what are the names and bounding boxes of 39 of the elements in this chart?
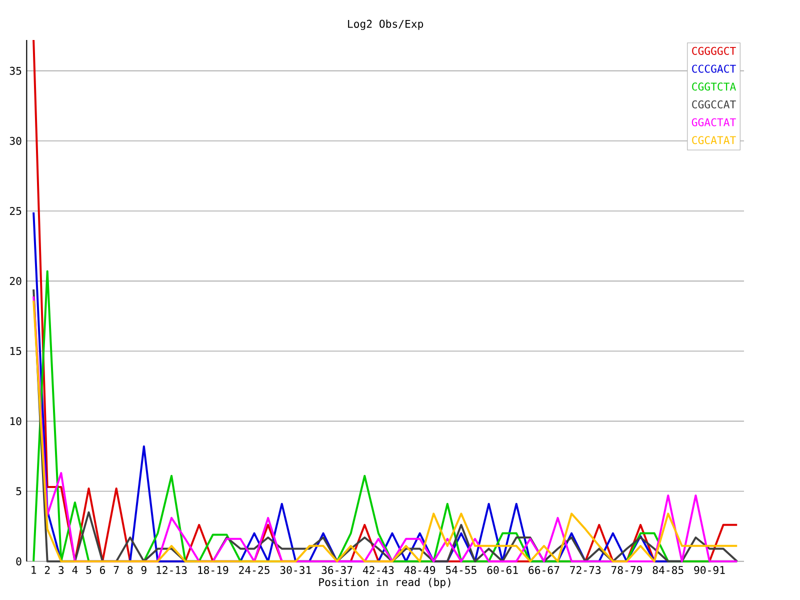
x-tick-label: 9 <box>141 566 146 574</box>
y-tick-label: 5 <box>16 487 22 496</box>
x-tick-label: 2 <box>44 566 50 574</box>
x-tick-label: 12-13 <box>156 566 187 574</box>
x-tick-label: 72-73 <box>570 566 601 574</box>
x-tick-label: 30-31 <box>280 566 311 574</box>
y-tick-label: 35 <box>10 66 22 75</box>
text: CGGTCTA <box>692 82 736 91</box>
x-tick-label: 42-43 <box>362 566 394 574</box>
x-tick-label: 24-25 <box>239 566 270 574</box>
y-tick-label: 20 <box>10 277 22 286</box>
chart-title: Log2 Obs/Exp <box>348 20 424 30</box>
x-tick-label: 48-49 <box>404 566 436 574</box>
text: CCCGACT <box>692 64 736 73</box>
text: CGGGGCT <box>692 46 736 55</box>
x-tick-label: 90-91 <box>694 566 725 574</box>
y-tick-label: 25 <box>10 206 22 215</box>
y-tick-label: 30 <box>10 136 22 145</box>
x-tick-label: 60-61 <box>487 566 518 574</box>
x-tick-label: 8 <box>128 566 133 574</box>
x-tick-label: 54-55 <box>446 566 476 574</box>
x-tick-label: 66-67 <box>528 566 560 574</box>
x-tick-label: 3 <box>58 566 64 574</box>
y-tick-label: 10 <box>10 417 22 426</box>
text: CGGCCAT <box>692 100 736 108</box>
x-axis-title: Position in read (bp) <box>319 578 450 588</box>
x-tick-label: 84-85 <box>652 566 684 574</box>
y-tick-label: 0 <box>16 557 22 566</box>
x-tick-label: 78-79 <box>611 566 642 574</box>
x-tick-label: 1 <box>32 566 36 574</box>
text: CGCATAT <box>692 136 736 144</box>
x-tick-label: 36-37 <box>322 566 352 574</box>
y-tick-label: 15 <box>10 347 22 356</box>
text: GGACTAT <box>692 118 736 126</box>
x-tick-label: 5 <box>86 566 92 574</box>
x-tick-label: 6 <box>100 566 106 574</box>
x-tick-label: 18-19 <box>198 566 228 574</box>
x-tick-label: 7 <box>114 566 119 574</box>
x-tick-label: 4 <box>72 566 78 574</box>
